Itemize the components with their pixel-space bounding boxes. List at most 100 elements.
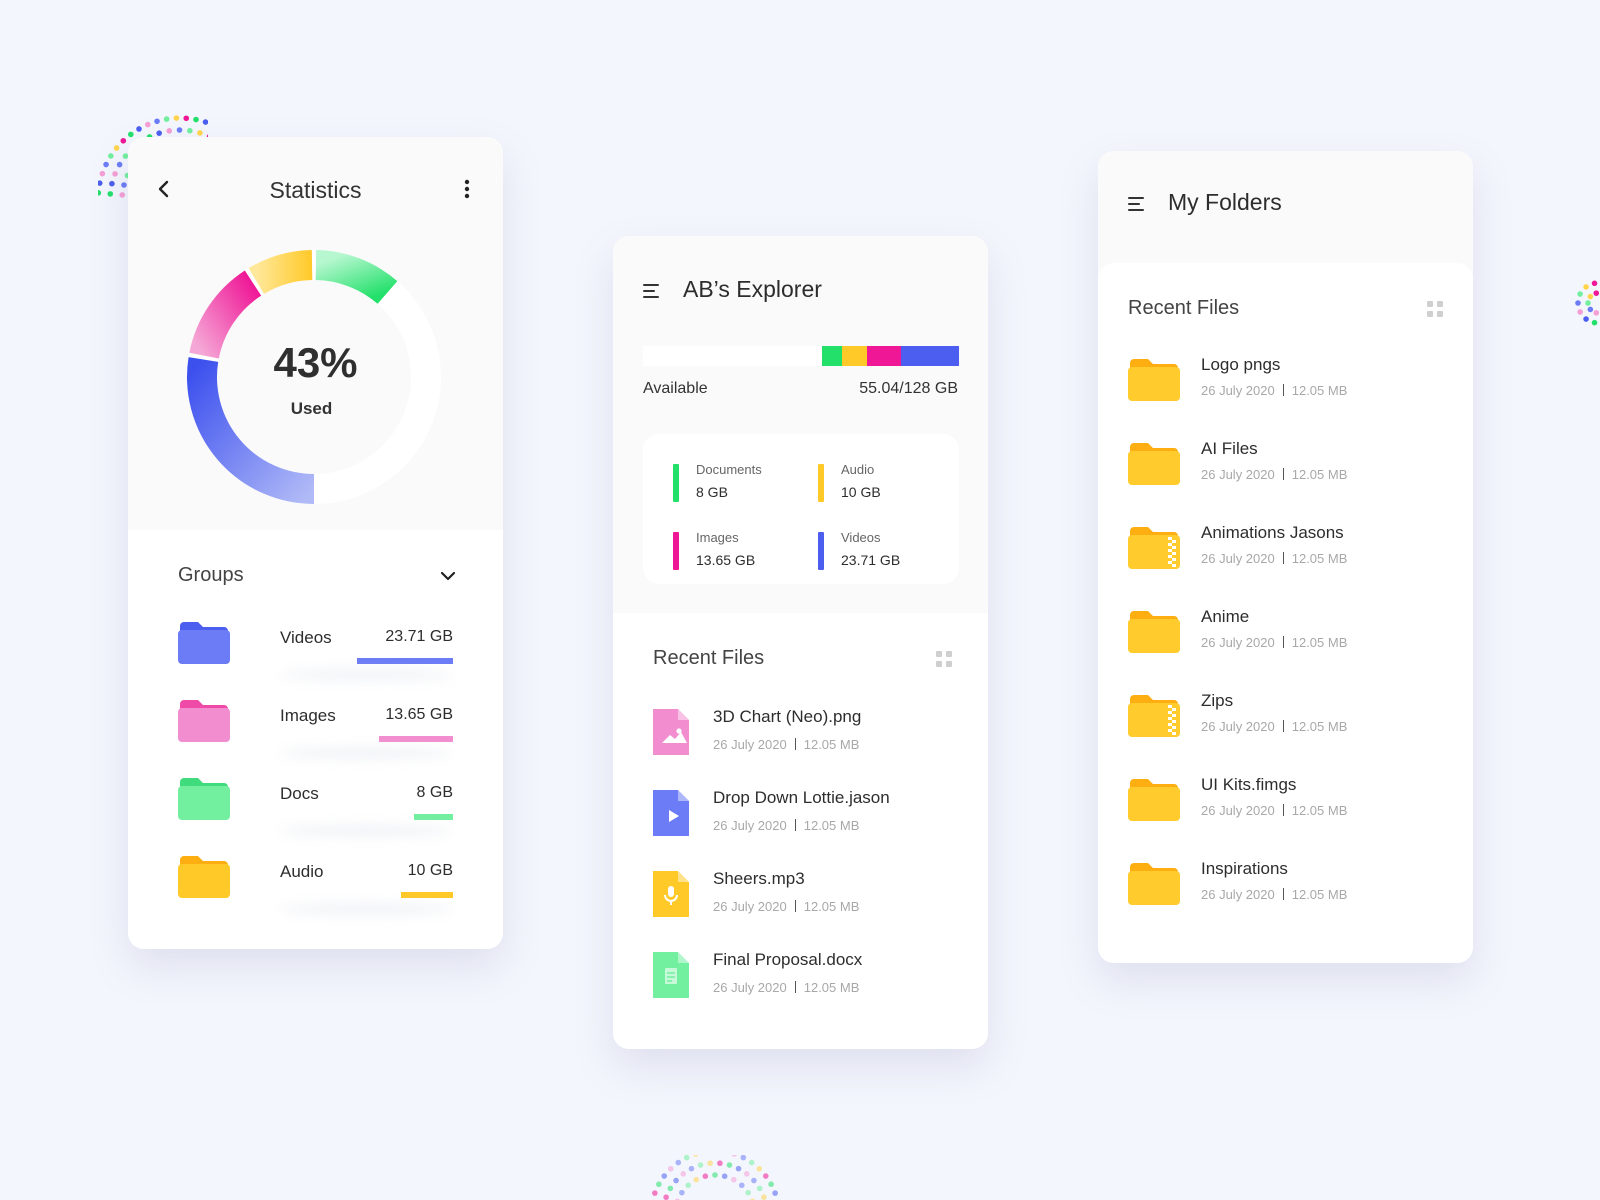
- folders-recent-header: Recent Files: [1128, 297, 1443, 320]
- storage-value: 55.04/128 GB: [859, 380, 958, 397]
- folder-row[interactable]: Logo pngs 26 July 2020 12.05 MB: [1128, 353, 1443, 417]
- file-date: 26 July 2020: [713, 818, 787, 833]
- folder-icon: [1128, 609, 1180, 658]
- chevron-down-icon[interactable]: [439, 567, 457, 585]
- decorative-dot: [116, 161, 123, 168]
- decorative-dot: [693, 1176, 700, 1183]
- folder-icon: [178, 620, 230, 669]
- folder-date: 26 July 2020: [1201, 551, 1275, 566]
- decorative-dot: [1587, 293, 1594, 300]
- decorative-dot: [193, 116, 199, 123]
- decorative-dot: [697, 1162, 704, 1168]
- decorative-dot: [693, 1155, 699, 1157]
- folder-icon: [1128, 357, 1180, 406]
- grid-view-icon[interactable]: [1427, 300, 1443, 317]
- groups-title: Groups: [178, 564, 244, 586]
- legend-size: 13.65 GB: [696, 552, 756, 568]
- decorative-dot: [702, 1173, 709, 1179]
- file-meta: 26 July 2020 12.05 MB: [713, 818, 859, 833]
- recent-file-row[interactable]: Sheers.mp3 26 July 2020 12.05 MB: [653, 867, 958, 931]
- row-shadow: [280, 748, 453, 758]
- folder-date: 26 July 2020: [1201, 635, 1275, 650]
- group-row-audio[interactable]: Audio 10 GB: [178, 848, 453, 914]
- grid-view-icon[interactable]: [936, 650, 952, 667]
- decorative-dot: [136, 126, 142, 132]
- decorative-dot: [735, 1165, 742, 1172]
- decorative-dot: [683, 1155, 690, 1161]
- folder-date: 26 July 2020: [1201, 719, 1275, 734]
- row-shadow: [280, 904, 453, 914]
- file-name: Final Proposal.docx: [713, 950, 863, 969]
- storage-segment-images: [867, 346, 901, 366]
- group-row-videos[interactable]: Videos 23.71 GB: [178, 614, 453, 680]
- folder-date: 26 July 2020: [1201, 887, 1275, 902]
- legend-name: Videos: [841, 530, 881, 545]
- more-vertical-icon[interactable]: [455, 177, 479, 201]
- legend-name: Images: [696, 530, 739, 545]
- storage-usage-bar: [643, 346, 959, 366]
- folder-name: Anime: [1201, 607, 1250, 626]
- group-name: Audio: [280, 862, 324, 881]
- storage-segment-audio: [842, 346, 867, 366]
- file-name: Sheers.mp3: [713, 869, 805, 888]
- decorative-dot: [721, 1173, 728, 1179]
- legend-color-bar: [818, 464, 824, 502]
- folder-row[interactable]: UI Kits.fimgs 26 July 2020 12.05 MB: [1128, 773, 1443, 837]
- group-name: Videos: [280, 628, 332, 647]
- decorative-dot: [1585, 300, 1591, 306]
- group-size: 8 GB: [416, 784, 453, 801]
- decorative-dot: [99, 170, 106, 177]
- decorative-dot: [712, 1172, 718, 1178]
- folder-row[interactable]: Animations Jasons 26 July 2020 12.05 MB: [1128, 521, 1443, 585]
- decorative-dot: [1591, 319, 1598, 326]
- decorative-dot: [166, 128, 173, 134]
- recent-file-row[interactable]: Final Proposal.docx 26 July 2020 12.05 MB: [653, 948, 958, 1012]
- decorative-dot: [667, 1165, 674, 1172]
- decorative-dot: [738, 1182, 745, 1189]
- folder-row[interactable]: Zips 26 July 2020 12.05 MB: [1128, 689, 1443, 753]
- group-usage-bar: [357, 658, 453, 664]
- group-row-images[interactable]: Images 13.65 GB: [178, 692, 453, 758]
- decorative-dot: [1591, 280, 1598, 287]
- decorative-dot: [98, 180, 103, 186]
- decorative-dot: [1587, 306, 1594, 313]
- menu-icon[interactable]: [1128, 197, 1146, 211]
- folder-name: Logo pngs: [1201, 355, 1281, 374]
- decorative-dot: [730, 1176, 737, 1183]
- file-date: 26 July 2020: [713, 899, 787, 914]
- folder-row[interactable]: Inspirations 26 July 2020 12.05 MB: [1128, 857, 1443, 921]
- legend-item-documents: Documents 8 GB: [673, 462, 813, 506]
- decorative-dot: [122, 153, 129, 159]
- decorative-dot: [761, 1194, 767, 1200]
- folder-row[interactable]: Anime 26 July 2020 12.05 MB: [1128, 605, 1443, 669]
- recent-files-title: Recent Files: [1128, 297, 1240, 319]
- chevron-left-icon[interactable]: [152, 177, 176, 201]
- folder-date: 26 July 2020: [1201, 803, 1275, 818]
- decorative-dot: [740, 1155, 747, 1161]
- recent-file-row[interactable]: 3D Chart (Neo).png 26 July 2020 12.05 MB: [653, 705, 958, 769]
- explorer-header: AB’s Explorer Available 55.04/128 GB Doc…: [613, 236, 988, 613]
- folder-name: Animations Jasons: [1201, 523, 1344, 542]
- groups-panel: Groups Videos 23.71 GB Images 13.65 GB D…: [128, 530, 503, 949]
- decorative-dot: [667, 1185, 674, 1192]
- groups-dropdown[interactable]: Groups: [178, 564, 457, 587]
- group-row-docs[interactable]: Docs 8 GB: [178, 770, 453, 836]
- folder-size: 12.05 MB: [1291, 803, 1348, 818]
- donut-segment-videos: [187, 357, 315, 504]
- zip-folder-icon: [1128, 525, 1180, 574]
- usage-donut-chart: [187, 250, 441, 504]
- file-name: Drop Down Lottie.jason: [713, 788, 890, 807]
- folder-row[interactable]: AI Files 26 July 2020 12.05 MB: [1128, 437, 1443, 501]
- decorative-dot: [1593, 310, 1600, 316]
- menu-icon[interactable]: [643, 284, 661, 298]
- decorative-dot: [743, 1171, 750, 1177]
- decorative-dot: [173, 115, 180, 121]
- decorative-dot: [119, 192, 126, 198]
- decorative-dot: [717, 1160, 723, 1167]
- row-shadow: [280, 670, 453, 680]
- recent-file-row[interactable]: Drop Down Lottie.jason 26 July 2020 12.05…: [653, 786, 958, 850]
- decorative-dot: [121, 182, 127, 188]
- decorative-dot: [685, 1182, 692, 1189]
- decorative-dot: [675, 1159, 682, 1166]
- decorative-dot: [1577, 291, 1583, 297]
